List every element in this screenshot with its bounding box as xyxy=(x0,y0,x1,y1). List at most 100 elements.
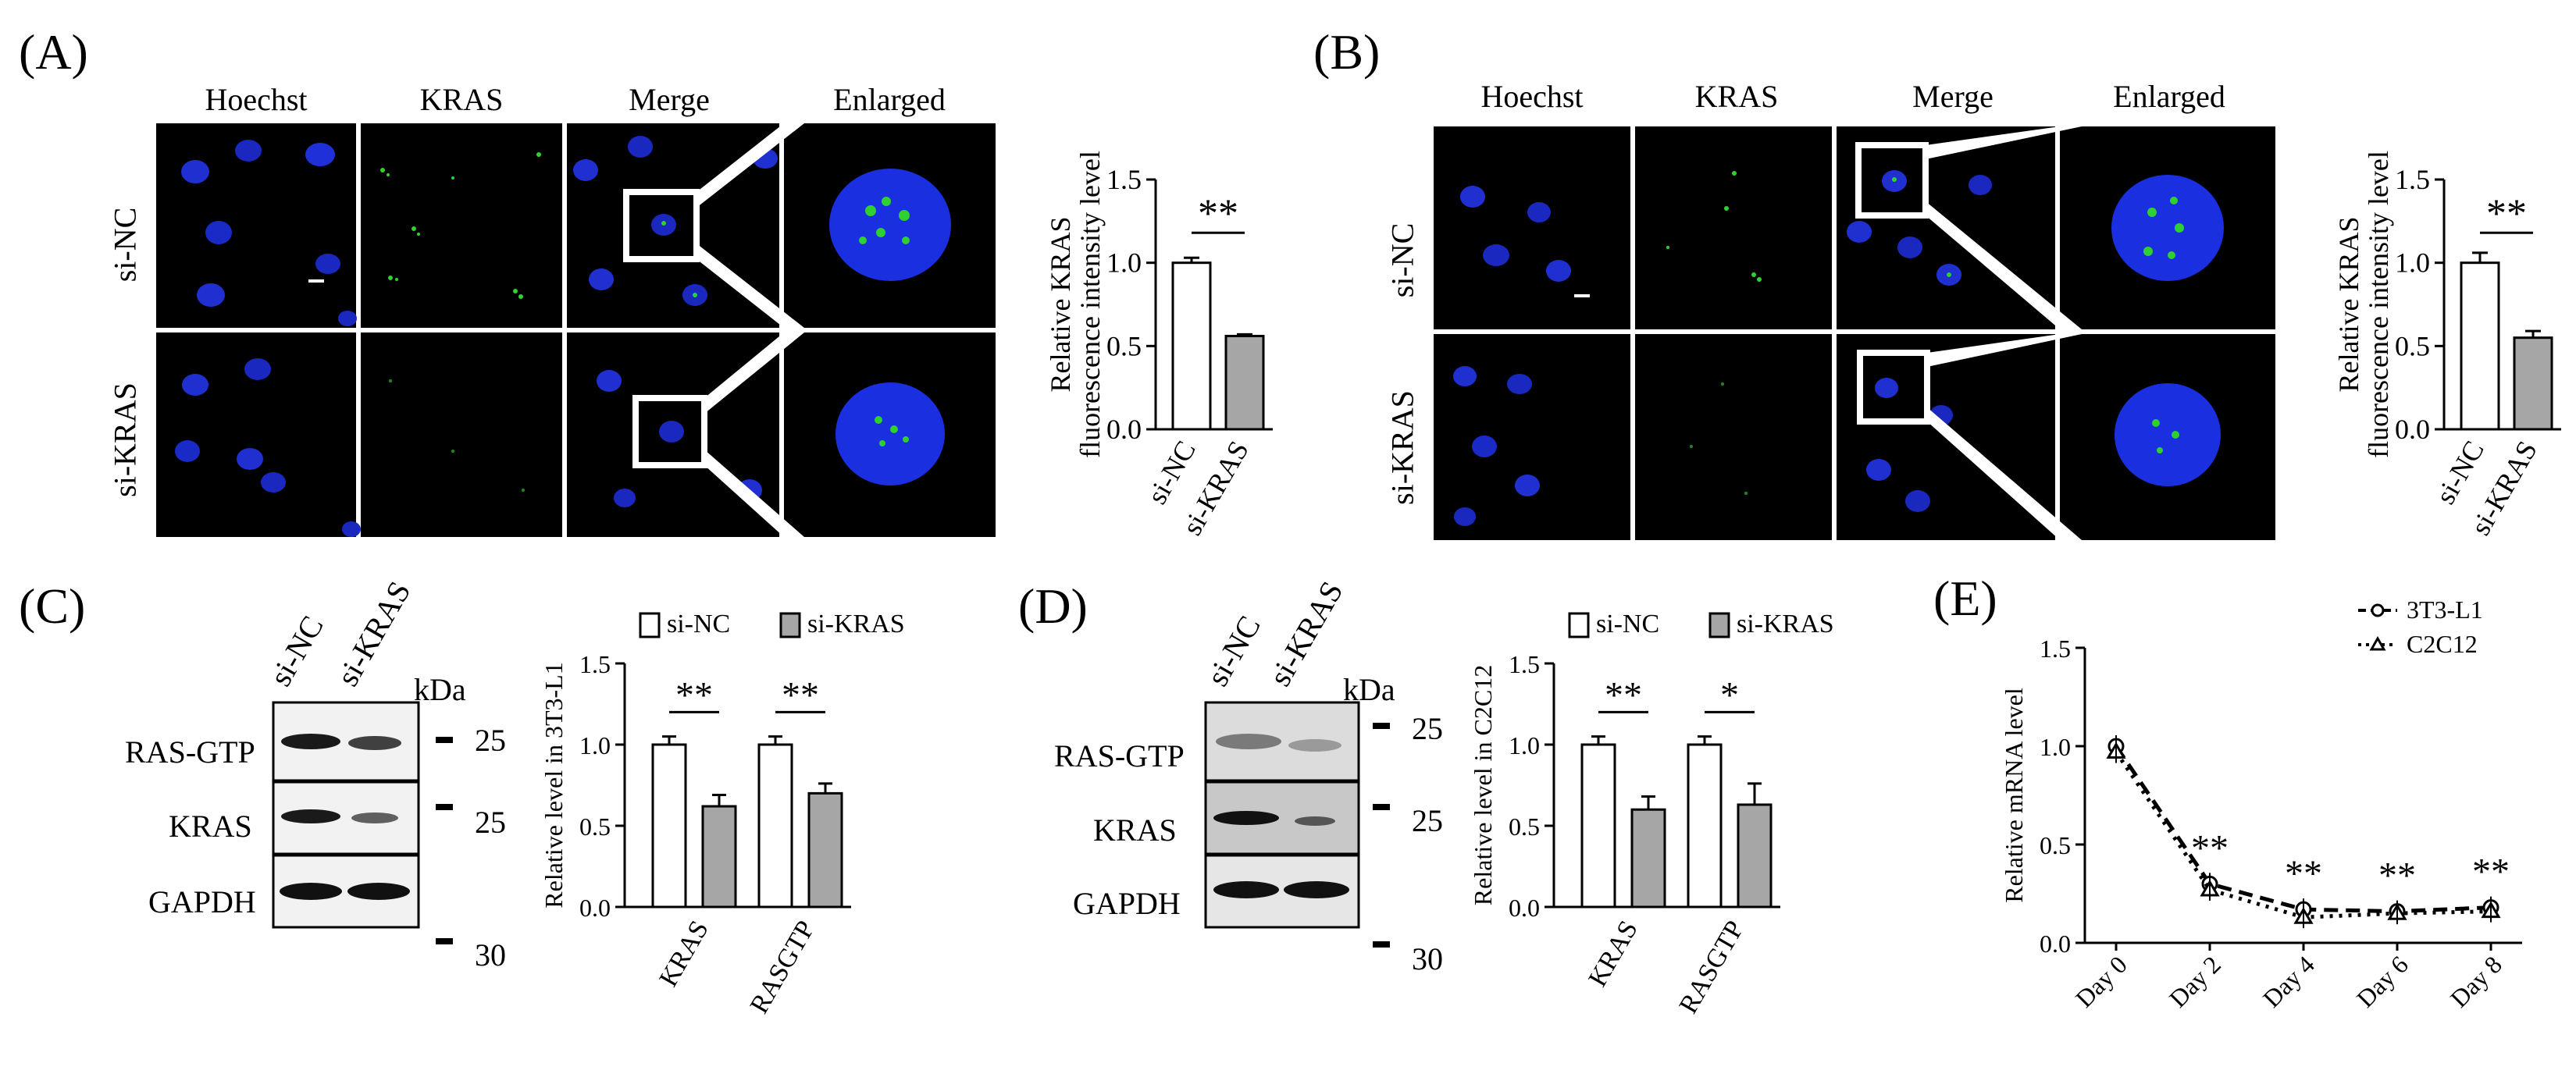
blot-label-kras: KRAS xyxy=(169,809,252,844)
y-tick-label: 1.0 xyxy=(2395,247,2430,279)
column-label-hoechst: Hoechst xyxy=(205,82,308,117)
image-si-kras-kras xyxy=(1635,334,1832,540)
significance-marker: ** xyxy=(2472,852,2510,893)
mw-marker-25: 25 xyxy=(475,723,506,758)
panel-letter-c: (C) xyxy=(19,578,86,634)
bar xyxy=(807,791,843,909)
row-label-si-kras: si-KRAS xyxy=(1384,390,1420,505)
line-chart-e: 0.0 0.5 1.0 1.5 Day 0 Day 2 ** Day 4 ** Day 6 ** Da… xyxy=(2000,596,2522,1013)
lane-label-si-kras: si-KRAS xyxy=(330,574,418,692)
column-label-enlarged: Enlarged xyxy=(2113,79,2225,114)
panel-letter-e: (E) xyxy=(1933,571,1997,626)
bar xyxy=(1630,808,1666,909)
y-tick-label: 0.5 xyxy=(2395,330,2430,361)
legend-marker xyxy=(2371,603,2385,617)
bar xyxy=(1580,743,1616,909)
column-label-merge: Merge xyxy=(629,82,710,117)
bar xyxy=(2513,336,2553,431)
y-tick-label: 1.0 xyxy=(1509,731,1540,759)
significance-marker: * xyxy=(1720,674,1739,716)
blot-label-gapdh: GAPDH xyxy=(1073,886,1181,921)
lane-label-si-nc: si-NC xyxy=(262,610,330,692)
micrograph-grid-a xyxy=(156,123,996,537)
mw-marker-30: 30 xyxy=(1412,941,1443,976)
y-axis-label: Relative mRNA level xyxy=(2000,688,2028,903)
image-si-kras-hoechst xyxy=(1434,334,1630,540)
legend-swatch xyxy=(639,612,661,638)
image-si-nc-hoechst xyxy=(156,123,357,328)
panel-letter-b: (B) xyxy=(1313,24,1381,80)
bar xyxy=(757,743,793,909)
y-tick-label: 0.0 xyxy=(1106,414,1142,445)
y-axis-label: Relative level in 3T3-L1 xyxy=(540,662,568,908)
column-label-kras: KRAS xyxy=(419,82,504,117)
image-si-kras-hoechst xyxy=(156,332,361,537)
y-tick-label: 0.0 xyxy=(579,894,611,922)
significance-marker: ** xyxy=(1605,674,1642,716)
western-blot-c xyxy=(272,701,453,944)
bar xyxy=(651,743,687,909)
y-axis-label: fluorescence intensity level xyxy=(1074,151,1106,458)
legend-label: si-NC xyxy=(1596,610,1659,638)
image-si-nc-enlarged xyxy=(697,123,996,328)
x-tick-label: Day 8 xyxy=(2445,950,2507,1012)
y-tick-label: 0.0 xyxy=(1509,894,1540,922)
bar xyxy=(2460,261,2500,431)
image-si-kras-enlarged xyxy=(1927,334,2275,540)
significance-marker: ** xyxy=(675,674,713,716)
legend-label: C2C12 xyxy=(2407,630,2478,658)
lane-label-si-kras: si-KRAS xyxy=(1262,574,1350,692)
y-tick-label: 0.5 xyxy=(1106,330,1142,361)
panel-letter-d: (D) xyxy=(1018,578,1088,634)
blot-label-gapdh: GAPDH xyxy=(148,884,256,919)
significance-marker: ** xyxy=(2285,853,2322,894)
significance-marker: ** xyxy=(2378,855,2416,897)
x-tick-label: Day 2 xyxy=(2164,950,2226,1012)
mw-marker-30: 30 xyxy=(475,937,506,973)
y-tick-label: 1.5 xyxy=(2040,635,2071,663)
bar xyxy=(1687,743,1723,909)
column-label-kras: KRAS xyxy=(1694,79,1779,114)
image-si-nc-enlarged xyxy=(1926,126,2275,329)
row-label-si-nc: si-NC xyxy=(107,207,143,283)
x-tick-label: RASGTP xyxy=(1674,916,1750,1019)
column-label-hoechst: Hoechst xyxy=(1480,79,1584,114)
legend-swatch xyxy=(1568,612,1590,638)
mw-marker-25: 25 xyxy=(1412,711,1443,746)
significance-marker: ** xyxy=(1198,191,1238,236)
significance-marker: ** xyxy=(2486,191,2527,236)
y-tick-label: 1.5 xyxy=(2395,164,2430,195)
y-axis-label: Relative level in C2C12 xyxy=(1469,665,1497,905)
blot-label-ras-gtp: RAS-GTP xyxy=(1054,738,1185,773)
bar xyxy=(1224,335,1265,431)
y-tick-label: 0.5 xyxy=(1509,813,1540,841)
y-tick-label: 1.0 xyxy=(1106,247,1142,279)
legend-swatch xyxy=(1708,612,1730,638)
bar-chart-c: 0.0 0.5 1.0 1.5 ** KRAS ** RASGTP si-NC si-KRAS Re… xyxy=(540,610,905,1019)
row-label-si-kras: si-KRAS xyxy=(107,382,143,497)
lane-label-si-nc: si-NC xyxy=(1199,610,1267,692)
x-tick-label: Day 6 xyxy=(2351,950,2414,1012)
row-label-si-nc: si-NC xyxy=(1384,222,1420,298)
y-axis-label: Relative KRAS xyxy=(2333,217,2364,393)
y-tick-label: 1.5 xyxy=(1509,650,1540,678)
legend-label: 3T3-L1 xyxy=(2407,596,2483,624)
y-axis-label: Relative KRAS xyxy=(1045,217,1076,393)
panel-letter-a: (A) xyxy=(19,24,88,80)
image-si-nc-kras xyxy=(361,123,562,328)
image-si-nc-kras xyxy=(1635,126,1832,329)
x-tick-label: RASGTP xyxy=(745,916,821,1019)
mw-marker-25: 25 xyxy=(1412,803,1443,838)
y-tick-label: 1.0 xyxy=(2040,733,2071,761)
x-tick-label: KRAS xyxy=(654,916,714,992)
legend-label: si-NC xyxy=(667,610,730,638)
column-label-merge: Merge xyxy=(1912,79,1993,114)
y-tick-label: 1.5 xyxy=(1106,164,1142,195)
y-tick-label: 0.5 xyxy=(2040,831,2071,859)
legend-label: si-KRAS xyxy=(1737,610,1834,638)
bar-chart-d: 0.0 0.5 1.0 1.5 ** KRAS * RASGTP si-NC si-KRAS Rel… xyxy=(1469,610,1834,1019)
scale-bar xyxy=(1574,294,1590,297)
bar xyxy=(701,805,737,909)
